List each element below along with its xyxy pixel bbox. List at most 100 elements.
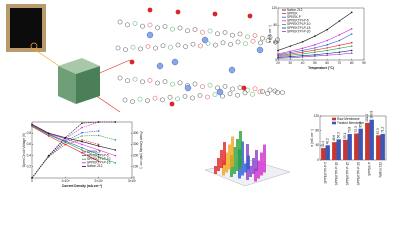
data-point [301, 54, 304, 57]
legend-label: Treated Membrane [337, 121, 364, 125]
bar-3d [257, 160, 260, 179]
ring [145, 43, 151, 50]
data-point [314, 49, 316, 51]
data-point [350, 49, 353, 52]
data-point [350, 45, 353, 47]
data-point [81, 149, 83, 151]
ring [145, 98, 150, 104]
bar-3d [249, 166, 252, 177]
ring [125, 78, 130, 84]
zoom-line [94, 94, 121, 113]
ring [117, 75, 123, 81]
ring [265, 90, 270, 97]
data-point [64, 141, 67, 143]
x-tick-label: SPPEKTPI-P-20 [356, 162, 360, 186]
data-point [301, 49, 304, 52]
ring [125, 22, 130, 28]
water-molecule [147, 7, 153, 13]
data-point [47, 132, 50, 134]
data-point [289, 53, 292, 55]
ion [146, 31, 154, 39]
ion [201, 36, 209, 44]
value-label: 71.2 [381, 126, 385, 132]
bar-3d [241, 141, 244, 176]
zoom-line [33, 48, 63, 69]
x-tick-label: 80 [350, 61, 354, 65]
x-tick-label: 0 [31, 179, 33, 183]
value-label: 40.2 [326, 138, 330, 144]
ring [152, 95, 158, 101]
data-point [289, 50, 292, 53]
data-point [289, 54, 292, 57]
ring [227, 91, 233, 97]
value-label: 48.6 [332, 135, 336, 141]
value-label: 109.8 [370, 111, 374, 119]
value-label: 85.4 [359, 121, 363, 127]
ring [162, 23, 168, 30]
bar [380, 133, 385, 160]
ring [207, 28, 213, 34]
data-point [338, 47, 341, 50]
data-point [97, 143, 100, 146]
bar-3d [222, 160, 225, 176]
bar-3d [225, 152, 228, 173]
legend-label: SPPEKTPI-P-5 [287, 19, 309, 23]
ring [237, 31, 243, 37]
data-point [31, 123, 33, 126]
legend-label: Nafion 212 [287, 8, 303, 12]
y2-tick-label: 400 [133, 131, 139, 135]
legend-label: SPPEKTPI-P-20 [287, 29, 311, 33]
data-point [338, 44, 341, 47]
bar-3d [239, 131, 242, 168]
data-line [31, 123, 116, 151]
ring [117, 19, 123, 25]
data-point [81, 122, 83, 124]
ring [230, 32, 235, 38]
legend-label: SPPEKTPI-P-15 [87, 161, 111, 165]
data-point [97, 130, 100, 132]
x-tick-label: 1×10³ [61, 179, 69, 183]
ring [222, 29, 228, 36]
ring [147, 77, 153, 83]
ring [275, 90, 280, 96]
ring [175, 42, 181, 48]
ring [228, 41, 233, 47]
ring [222, 83, 228, 89]
data-line [31, 135, 116, 179]
y-axis-label: σ (mS cm⁻¹) [268, 25, 272, 43]
y-tick-label: 40 [315, 143, 319, 147]
data-point [301, 41, 304, 43]
data-point [97, 160, 100, 162]
ring [130, 99, 135, 105]
x-tick-label: SPPEK-P [367, 162, 371, 176]
y-tick-label: 0 [275, 58, 277, 62]
ion [171, 58, 179, 66]
ring [267, 87, 273, 93]
y-axis-label: Open Circuit Voltage (V) [22, 133, 26, 167]
value-label: 101.2 [365, 114, 369, 122]
data-point [81, 139, 83, 141]
bar [358, 128, 363, 160]
bar [332, 142, 337, 160]
bar-3d [233, 147, 236, 174]
x-tick-label: 70 [338, 61, 342, 65]
ring [215, 31, 220, 37]
ring [260, 88, 265, 94]
ring [235, 39, 241, 45]
ring [230, 86, 235, 92]
data-point [338, 20, 341, 22]
legend-label: SPPEKTPI-P-10 [287, 22, 311, 26]
plot-frame [277, 7, 365, 61]
y-tick-label: 0.8 [27, 131, 32, 135]
bar [343, 139, 348, 160]
ring [170, 81, 175, 87]
legend-swatch [332, 121, 336, 125]
ion [228, 66, 236, 74]
ring [192, 26, 198, 33]
data-point [350, 41, 353, 44]
ring [140, 79, 145, 85]
value-label: 70.8 [348, 127, 352, 133]
ring [192, 81, 198, 87]
data-point [350, 33, 353, 35]
ring [213, 42, 218, 48]
